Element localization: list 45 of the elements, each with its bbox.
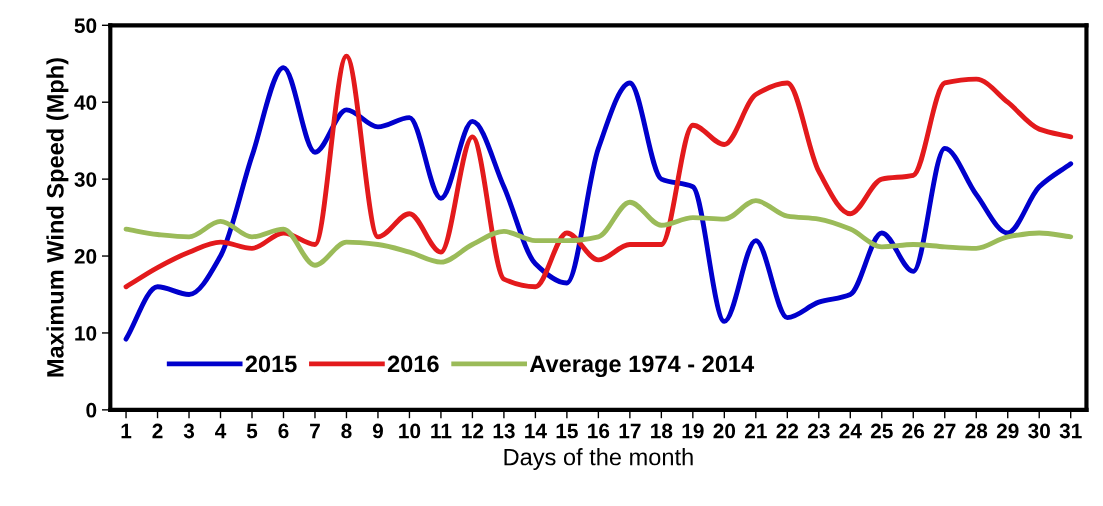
x-tick-label: 25 [870, 423, 893, 439]
x-tick-label: 9 [372, 423, 383, 439]
x-tick-label: 5 [246, 423, 258, 439]
x-tick-label: 31 [1059, 423, 1082, 439]
x-tick-label: 23 [807, 423, 830, 439]
y-tick-label: 50 [74, 18, 97, 34]
x-axis-title: Days of the month [504, 448, 693, 471]
x-tick-label: 22 [776, 423, 799, 439]
x-tick-label: 29 [996, 423, 1019, 439]
x-tick-label: 14 [525, 423, 547, 439]
line-series [123, 53, 1074, 290]
x-tick-label: 17 [619, 423, 641, 439]
line-series [123, 65, 1074, 342]
x-tick-label: 8 [341, 423, 352, 439]
x-tick-label: 2 [152, 423, 163, 439]
x-tick-label: 16 [588, 423, 610, 439]
x-tick-label: 20 [713, 423, 736, 439]
legend-label: Average 1974 - 2014 [529, 355, 755, 378]
y-tick-label: 20 [74, 249, 97, 264]
y-tick-label: 30 [74, 172, 97, 187]
x-tick-label: 15 [556, 423, 578, 439]
y-tick-label: 40 [74, 95, 97, 110]
x-tick-label: 28 [965, 423, 988, 439]
line-series [123, 198, 1074, 268]
x-tick-label: 3 [183, 423, 195, 439]
x-tick-label: 24 [839, 423, 862, 439]
x-tick-label: 26 [902, 423, 925, 439]
x-tick-label: 12 [462, 423, 484, 439]
x-tick-label: 21 [744, 423, 767, 439]
x-tick-label: 11 [431, 423, 452, 439]
legend-label: 2016 [387, 355, 439, 373]
x-tick-label: 10 [399, 423, 421, 439]
x-tick-label: 4 [215, 423, 227, 439]
x-tick-label: 30 [1028, 423, 1050, 439]
x-tick-label: 19 [682, 423, 704, 439]
y-tick-label: 10 [75, 325, 97, 341]
y-tick-label: 0 [86, 402, 97, 418]
x-tick-label: 13 [493, 423, 515, 439]
x-tick-label: 6 [278, 423, 289, 439]
x-tick-label: 7 [310, 423, 320, 439]
x-tick-label: 18 [651, 423, 673, 439]
x-tick-label: 1 [121, 423, 132, 439]
legend-label: 2015 [245, 355, 297, 373]
y-axis-title: Maximum Wind Speed (Mph) [46, 58, 69, 377]
x-tick-label: 27 [933, 423, 956, 439]
